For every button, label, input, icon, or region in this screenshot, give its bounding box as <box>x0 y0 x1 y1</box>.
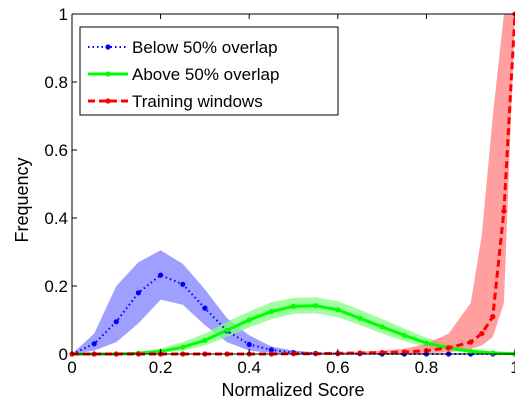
point-above-50-overlap <box>401 332 407 338</box>
y-ticks: 0 0.2 0.4 0.6 0.8 1 <box>44 5 77 364</box>
y-tick-label: 0.6 <box>44 141 68 160</box>
x-tick-label: 0.4 <box>237 358 261 377</box>
y-tick-label: 0.2 <box>44 277 68 296</box>
point-above-50-overlap <box>268 308 274 315</box>
point-training-windows <box>479 331 485 337</box>
y-tick-label: 0.8 <box>44 73 68 92</box>
point-below-50-overlap <box>180 281 186 287</box>
x-tick-label: 0.6 <box>326 358 350 377</box>
point-below-50-overlap <box>268 347 274 353</box>
point-above-50-overlap <box>379 324 385 330</box>
point-above-50-overlap <box>290 303 297 309</box>
point-above-50-overlap <box>246 317 252 323</box>
legend-label-training-windows: Training windows <box>132 92 263 111</box>
confidence-bands <box>72 14 515 354</box>
y-tick-label: 1 <box>59 5 68 24</box>
axes <box>71 13 515 355</box>
legend-label-above-50-overlap: Above 50% overlap <box>132 65 279 84</box>
x-tick-label: 1 <box>510 358 515 377</box>
legend-marker-training-windows <box>105 98 111 104</box>
band-above-50-overlap <box>72 297 515 354</box>
point-training-windows <box>490 314 496 320</box>
y-axis-label: Frequency <box>12 157 32 242</box>
point-training-windows <box>357 350 363 356</box>
legend-label-below-50-overlap: Below 50% overlap <box>132 38 278 57</box>
band-below-50-overlap <box>72 250 515 354</box>
point-above-50-overlap <box>335 307 341 313</box>
legend: Below 50% overlap Above 50% overlap Traini… <box>79 26 339 116</box>
point-below-50-overlap <box>202 305 208 311</box>
legend-marker-above-50-overlap <box>105 71 111 77</box>
point-above-50-overlap <box>180 344 186 350</box>
legend-marker-below-50-overlap <box>105 44 111 50</box>
x-ticks: 0 0.2 0.4 0.6 0.8 1 <box>67 14 515 377</box>
point-training-windows <box>468 339 474 345</box>
point-below-50-overlap <box>246 341 252 348</box>
point-above-50-overlap <box>224 327 230 333</box>
point-above-50-overlap <box>202 337 208 343</box>
point-training-windows <box>501 208 507 214</box>
point-below-50-overlap <box>91 341 97 347</box>
band-training-windows <box>72 14 515 354</box>
x-tick-label: 0.8 <box>415 358 439 377</box>
x-axis-label: Normalized Score <box>221 380 364 400</box>
point-training-windows <box>401 349 407 355</box>
point-above-50-overlap <box>468 348 474 354</box>
point-below-50-overlap <box>113 319 119 325</box>
x-tick-label: 0 <box>67 358 76 377</box>
y-tick-label: 0 <box>59 345 68 364</box>
y-tick-label: 0.4 <box>44 209 68 228</box>
point-below-50-overlap <box>158 272 164 278</box>
point-below-50-overlap <box>135 290 141 296</box>
point-training-windows <box>446 345 452 351</box>
point-above-50-overlap <box>490 350 496 356</box>
point-above-50-overlap <box>313 303 319 309</box>
x-tick-label: 0.2 <box>149 358 173 377</box>
point-above-50-overlap <box>357 315 363 321</box>
point-above-50-overlap <box>423 340 429 346</box>
